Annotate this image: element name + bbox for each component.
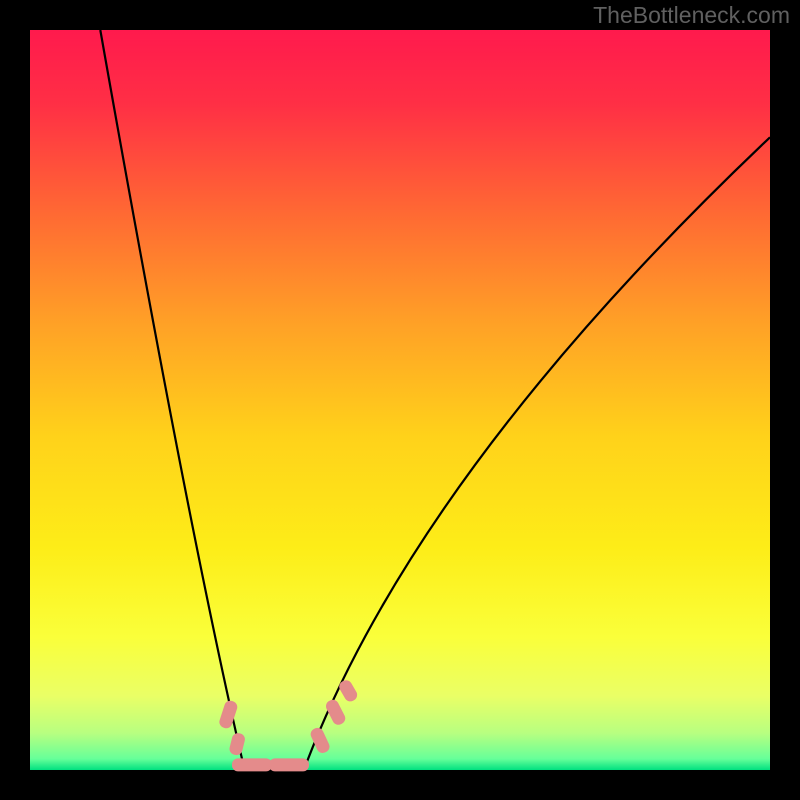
- chart-stage: TheBottleneck.com: [0, 0, 800, 800]
- bottleneck-chart: [0, 0, 800, 800]
- watermark-text: TheBottleneck.com: [593, 2, 790, 29]
- plot-gradient-background: [30, 30, 770, 770]
- highlight-pill: [269, 758, 309, 771]
- highlight-pill: [232, 758, 272, 771]
